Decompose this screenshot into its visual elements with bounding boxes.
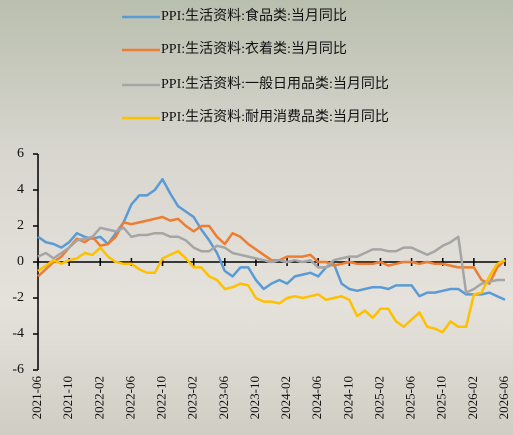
y-tick-label: 2 bbox=[17, 218, 24, 233]
page: -6 -4 -2 0 2 4 6 2021-06 2021-10 2022-02 2022-06 20… bbox=[0, 0, 513, 435]
x-tick-label: 2022-02 bbox=[91, 376, 106, 419]
x-tick-label: 2022-10 bbox=[154, 376, 169, 419]
x-tick-label: 2025-10 bbox=[434, 376, 449, 419]
x-tick-label: 2024-06 bbox=[309, 376, 324, 420]
x-tick-label: 2023-02 bbox=[185, 376, 200, 419]
x-tick-label: 2021-06 bbox=[29, 376, 44, 420]
x-tick-label: 2023-10 bbox=[247, 376, 262, 419]
y-tick-label: -4 bbox=[12, 326, 24, 341]
y-tick-label: -6 bbox=[12, 362, 24, 377]
y-tick-label: 0 bbox=[17, 254, 24, 269]
x-tick-label: 2024-10 bbox=[340, 376, 355, 419]
x-tick-label: 2026-02 bbox=[465, 376, 480, 419]
x-tick-label: 2025-06 bbox=[403, 376, 418, 420]
background bbox=[0, 0, 513, 435]
x-tick-label: 2022-06 bbox=[122, 376, 137, 420]
x-tick-label: 2024-02 bbox=[278, 376, 293, 419]
y-tick-label: 4 bbox=[17, 182, 24, 197]
legend-label: PPI:生活资料:衣着类:当月同比 bbox=[161, 41, 347, 57]
y-tick-label: 6 bbox=[17, 146, 24, 161]
legend-label: PPI:生活资料:耐用消费品类:当月同比 bbox=[161, 109, 389, 125]
x-tick-label: 2021-10 bbox=[60, 376, 75, 419]
y-tick-label: -2 bbox=[12, 290, 24, 305]
x-tick-label: 2023-06 bbox=[216, 376, 231, 420]
legend-label: PPI:生活资料:一般日用品类:当月同比 bbox=[161, 76, 389, 92]
chart: -6 -4 -2 0 2 4 6 2021-06 2021-10 2022-02 2022-06 20… bbox=[0, 0, 513, 435]
x-tick-label: 2025-02 bbox=[371, 376, 386, 419]
x-tick-label: 2026-06 bbox=[496, 376, 511, 420]
legend-label: PPI:生活资料:食品类:当月同比 bbox=[161, 7, 347, 24]
